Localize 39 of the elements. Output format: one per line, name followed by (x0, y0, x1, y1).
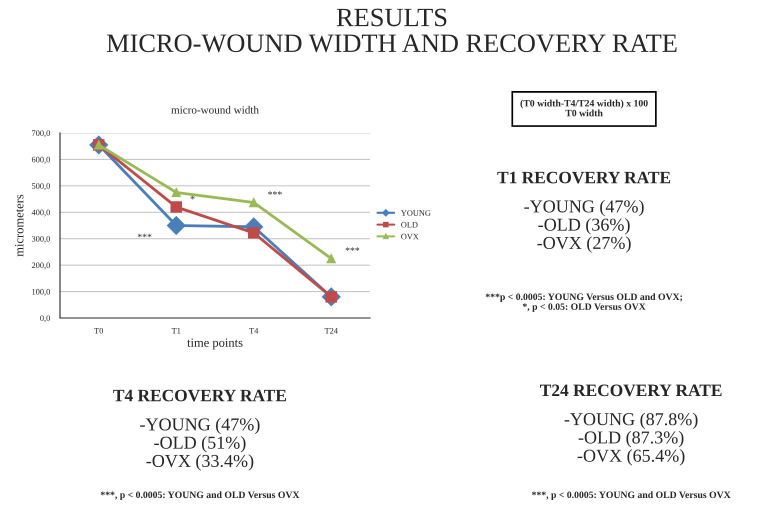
y-tick-label: 500,0 (32, 183, 50, 190)
y-tick-label: 400,0 (32, 210, 50, 216)
y-axis-title: micrometers (15, 194, 24, 256)
y-tick-label: 100,0 (32, 288, 50, 296)
legend-label: OLD (401, 222, 418, 228)
point (326, 254, 336, 264)
point (248, 227, 260, 239)
point (170, 201, 182, 213)
y-tick-label: 600,0 (32, 156, 50, 164)
point (249, 198, 258, 208)
x-tick-label: T0 (94, 328, 104, 334)
x-tick-label: T1 (172, 328, 180, 334)
legend-label: OVX (401, 234, 419, 240)
text: ***, p < 0.0005: YOUNG and OLD Versus OVX (100, 491, 300, 500)
legend-label: YOUNG (400, 210, 431, 216)
annotation: * (190, 196, 195, 200)
text: -YOUNG (47%) -OLD (36%) -OVX (27%) (524, 200, 644, 253)
point (166, 216, 186, 235)
text: (T0 width-T4/T24 width) x 100 T0 width (520, 100, 648, 116)
text: -YOUNG (47%) -OLD (51%) -OVX (33.4%) (140, 418, 260, 471)
y-tick-label: 300,0 (32, 236, 50, 243)
x-tick-label: T4 (249, 328, 258, 334)
text: T4 RECOVERY RATE (113, 390, 286, 402)
chart-subtitle: micro-wound width (171, 106, 259, 114)
text: T1 RECOVERY RATE (497, 172, 670, 184)
text: -YOUNG (87.8%) -OLD (87.3%) -OVX (65.4%) (564, 412, 698, 466)
x-tick-label: T24 (324, 328, 338, 334)
chart-title: RESULTS MICRO-WOUND WIDTH AND RECOVERY RATE (106, 8, 677, 52)
text: T24 RECOVERY RATE (540, 384, 722, 396)
point (172, 188, 181, 198)
x-axis-title: time points (187, 338, 242, 350)
annotation: *** (346, 247, 360, 251)
text: ***, p < 0.0005: YOUNG and OLD Versus OVX (532, 491, 731, 500)
annotation: *** (268, 191, 282, 195)
annotation: *** (138, 234, 152, 238)
text: ***p < 0.0005: YOUNG Versus OLD and OVX; *, p < 0.05: OLD Versus OVX (486, 293, 682, 312)
y-tick-label: 0,0 (40, 315, 50, 322)
y-tick-label: 700,0 (32, 130, 50, 138)
y-tick-label: 200,0 (32, 262, 50, 270)
